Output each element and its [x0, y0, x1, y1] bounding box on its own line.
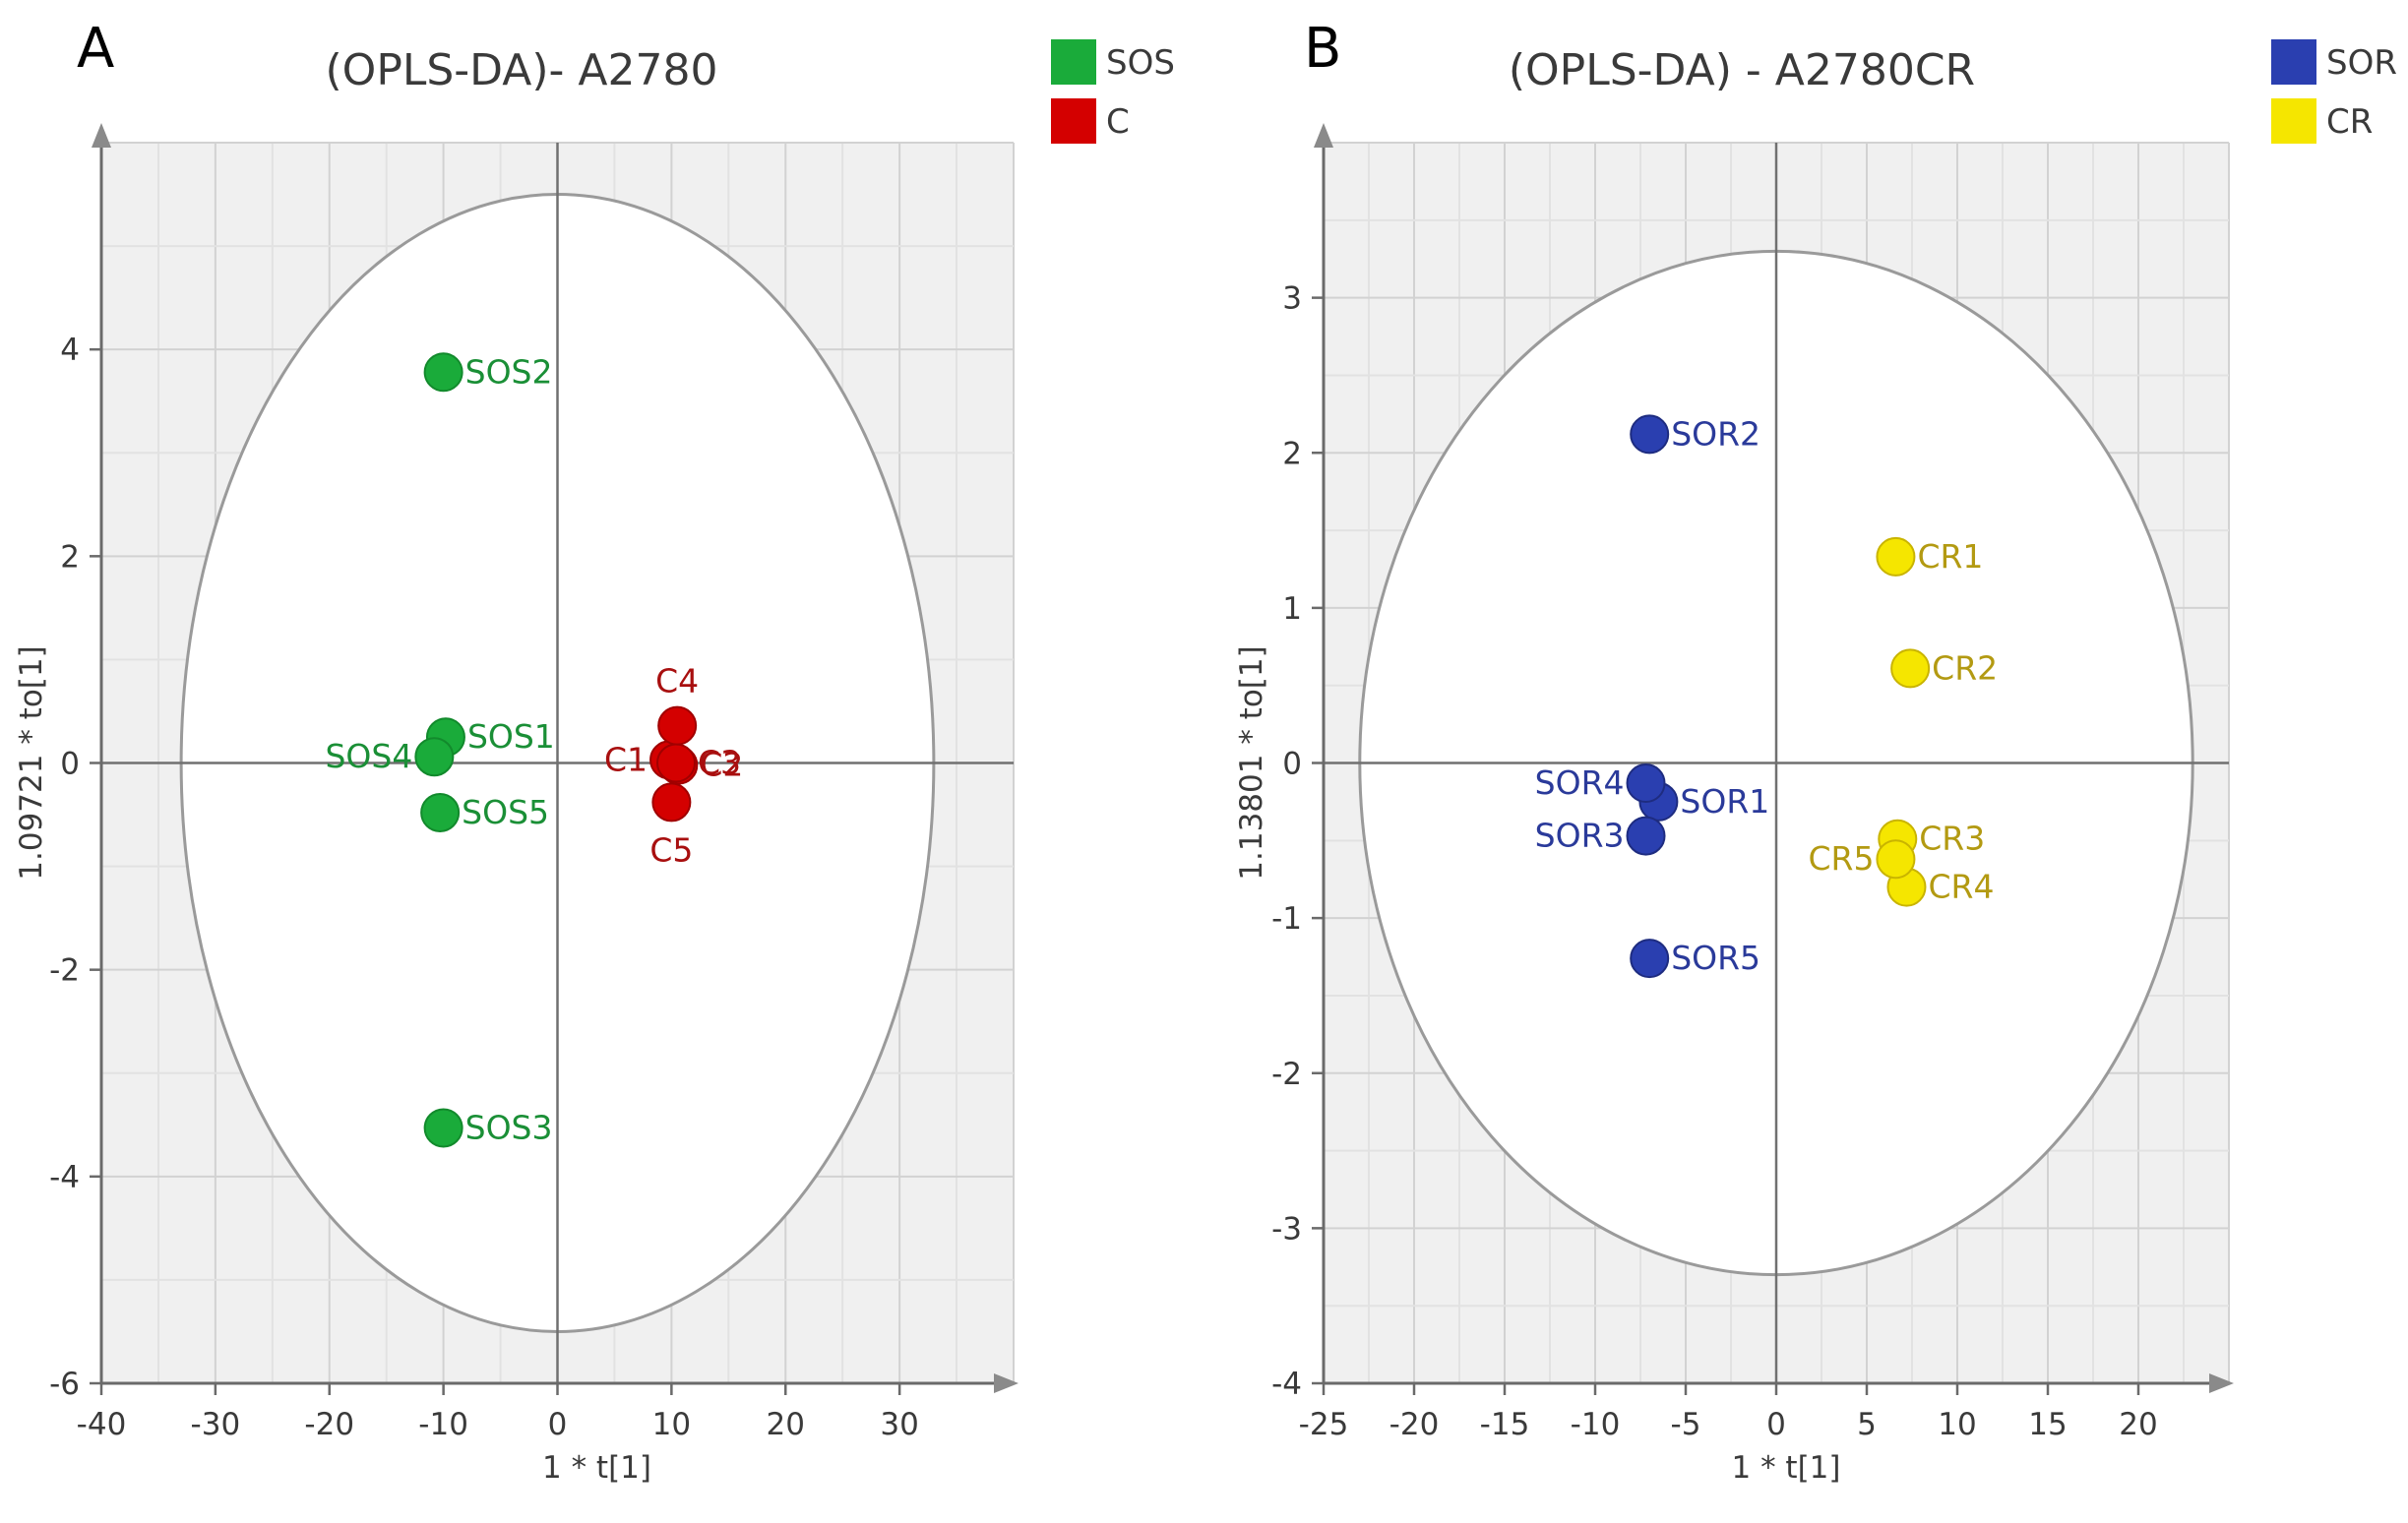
x-tick-label: 5: [1857, 1407, 1877, 1442]
data-label-cr2: CR2: [1932, 648, 1998, 687]
data-point-sos3: [423, 1108, 463, 1148]
data-label-sor5: SOR5: [1671, 939, 1760, 977]
data-label-sos5: SOS5: [462, 793, 549, 831]
y-axis-arrow: [92, 123, 111, 148]
data-label-c3: C3: [698, 744, 741, 782]
data-point-sos5: [420, 792, 461, 832]
y-tick-label: -4: [49, 1160, 80, 1195]
y-tick-label: 2: [60, 539, 80, 575]
x-tick-label: 10: [652, 1407, 691, 1442]
chart-title: (OPLS-DA)- A2780: [326, 45, 718, 95]
y-tick-label: 1: [1282, 591, 1302, 627]
data-label-cr3: CR3: [1919, 820, 1985, 858]
y-tick-label: 3: [1282, 281, 1302, 317]
x-axis-label: 1 * t[1]: [1732, 1450, 1841, 1486]
y-axis-label: 1.13801 * to[1]: [1234, 645, 1269, 880]
y-tick-label: 4: [60, 333, 80, 368]
x-tick-label: 15: [2028, 1407, 2067, 1442]
data-label-cr4: CR4: [1928, 868, 1994, 906]
data-point-cr2: [1890, 648, 1931, 689]
y-tick-label: 0: [1282, 747, 1302, 782]
data-point-sor4: [1626, 762, 1666, 803]
y-axis-arrow: [1314, 123, 1333, 148]
panel-letter: B: [1304, 17, 1341, 81]
x-axis-arrow: [2209, 1373, 2234, 1393]
data-label-c2: C2: [700, 746, 743, 784]
y-tick-label: -1: [1271, 901, 1302, 937]
x-tick-label: 20: [2119, 1407, 2157, 1442]
x-tick-label: 0: [1766, 1407, 1786, 1442]
data-label-sor4: SOR4: [1535, 763, 1625, 802]
data-label-sos2: SOS2: [465, 352, 553, 391]
x-tick-label: 30: [880, 1407, 918, 1442]
data-label-cr5: CR5: [1808, 839, 1874, 878]
y-tick-label: 2: [1282, 436, 1302, 471]
x-tick-label: -5: [1671, 1407, 1701, 1442]
x-axis-arrow: [994, 1373, 1019, 1393]
x-tick-label: -20: [304, 1407, 354, 1442]
data-point-sos2: [423, 352, 463, 393]
y-tick-label: 0: [60, 747, 80, 782]
x-tick-label: -10: [418, 1407, 468, 1442]
y-tick-label: -2: [1271, 1057, 1302, 1092]
data-label-c4: C4: [655, 662, 699, 701]
data-point-c5: [651, 782, 692, 822]
data-label-sor3: SOR3: [1535, 817, 1625, 855]
x-tick-label: -40: [77, 1407, 127, 1442]
data-label-sor1: SOR1: [1680, 782, 1769, 821]
data-point-cr1: [1876, 536, 1916, 577]
x-tick-label: 20: [767, 1407, 805, 1442]
data-point-sor3: [1626, 816, 1666, 856]
y-axis-label: 1.09721 * to[1]: [14, 645, 49, 880]
data-label-sos3: SOS3: [465, 1108, 553, 1146]
legend-swatch-sor: [2271, 39, 2316, 85]
x-tick-label: -30: [191, 1407, 241, 1442]
panel-letter: A: [77, 17, 114, 81]
legend-swatch-sos: [1051, 39, 1096, 85]
data-label-cr1: CR1: [1917, 537, 1983, 576]
data-point-sor5: [1630, 939, 1670, 979]
legend-swatch-c: [1051, 98, 1096, 144]
data-point-cr5: [1876, 839, 1916, 880]
x-axis-label: 1 * t[1]: [542, 1450, 651, 1486]
legend-label-sos: SOS: [1106, 43, 1175, 83]
x-tick-label: -20: [1389, 1407, 1440, 1442]
legend-label-cr: CR: [2326, 102, 2373, 142]
y-tick-label: -3: [1271, 1211, 1302, 1247]
data-label-c1: C1: [604, 740, 648, 778]
x-tick-label: -25: [1299, 1407, 1349, 1442]
data-label-sos1: SOS1: [467, 717, 555, 756]
legend-label-sor: SOR: [2326, 43, 2397, 83]
data-label-c5: C5: [649, 830, 693, 869]
x-tick-label: 10: [1938, 1407, 1976, 1442]
x-tick-label: -10: [1571, 1407, 1621, 1442]
data-point-sos4: [414, 737, 455, 777]
legend-label-c: C: [1106, 102, 1130, 142]
y-tick-label: -4: [1271, 1367, 1302, 1402]
x-tick-label: 0: [548, 1407, 568, 1442]
data-point-c3: [656, 743, 697, 783]
x-tick-label: -15: [1480, 1407, 1530, 1442]
data-point-c4: [657, 705, 698, 746]
legend-swatch-cr: [2271, 98, 2316, 144]
chart-title: (OPLS-DA) - A2780CR: [1509, 45, 1975, 95]
y-tick-label: -2: [49, 953, 80, 989]
y-tick-label: -6: [49, 1367, 80, 1402]
data-label-sor2: SOR2: [1671, 414, 1760, 453]
data-label-sos4: SOS4: [325, 737, 412, 775]
data-point-sor2: [1630, 414, 1670, 455]
